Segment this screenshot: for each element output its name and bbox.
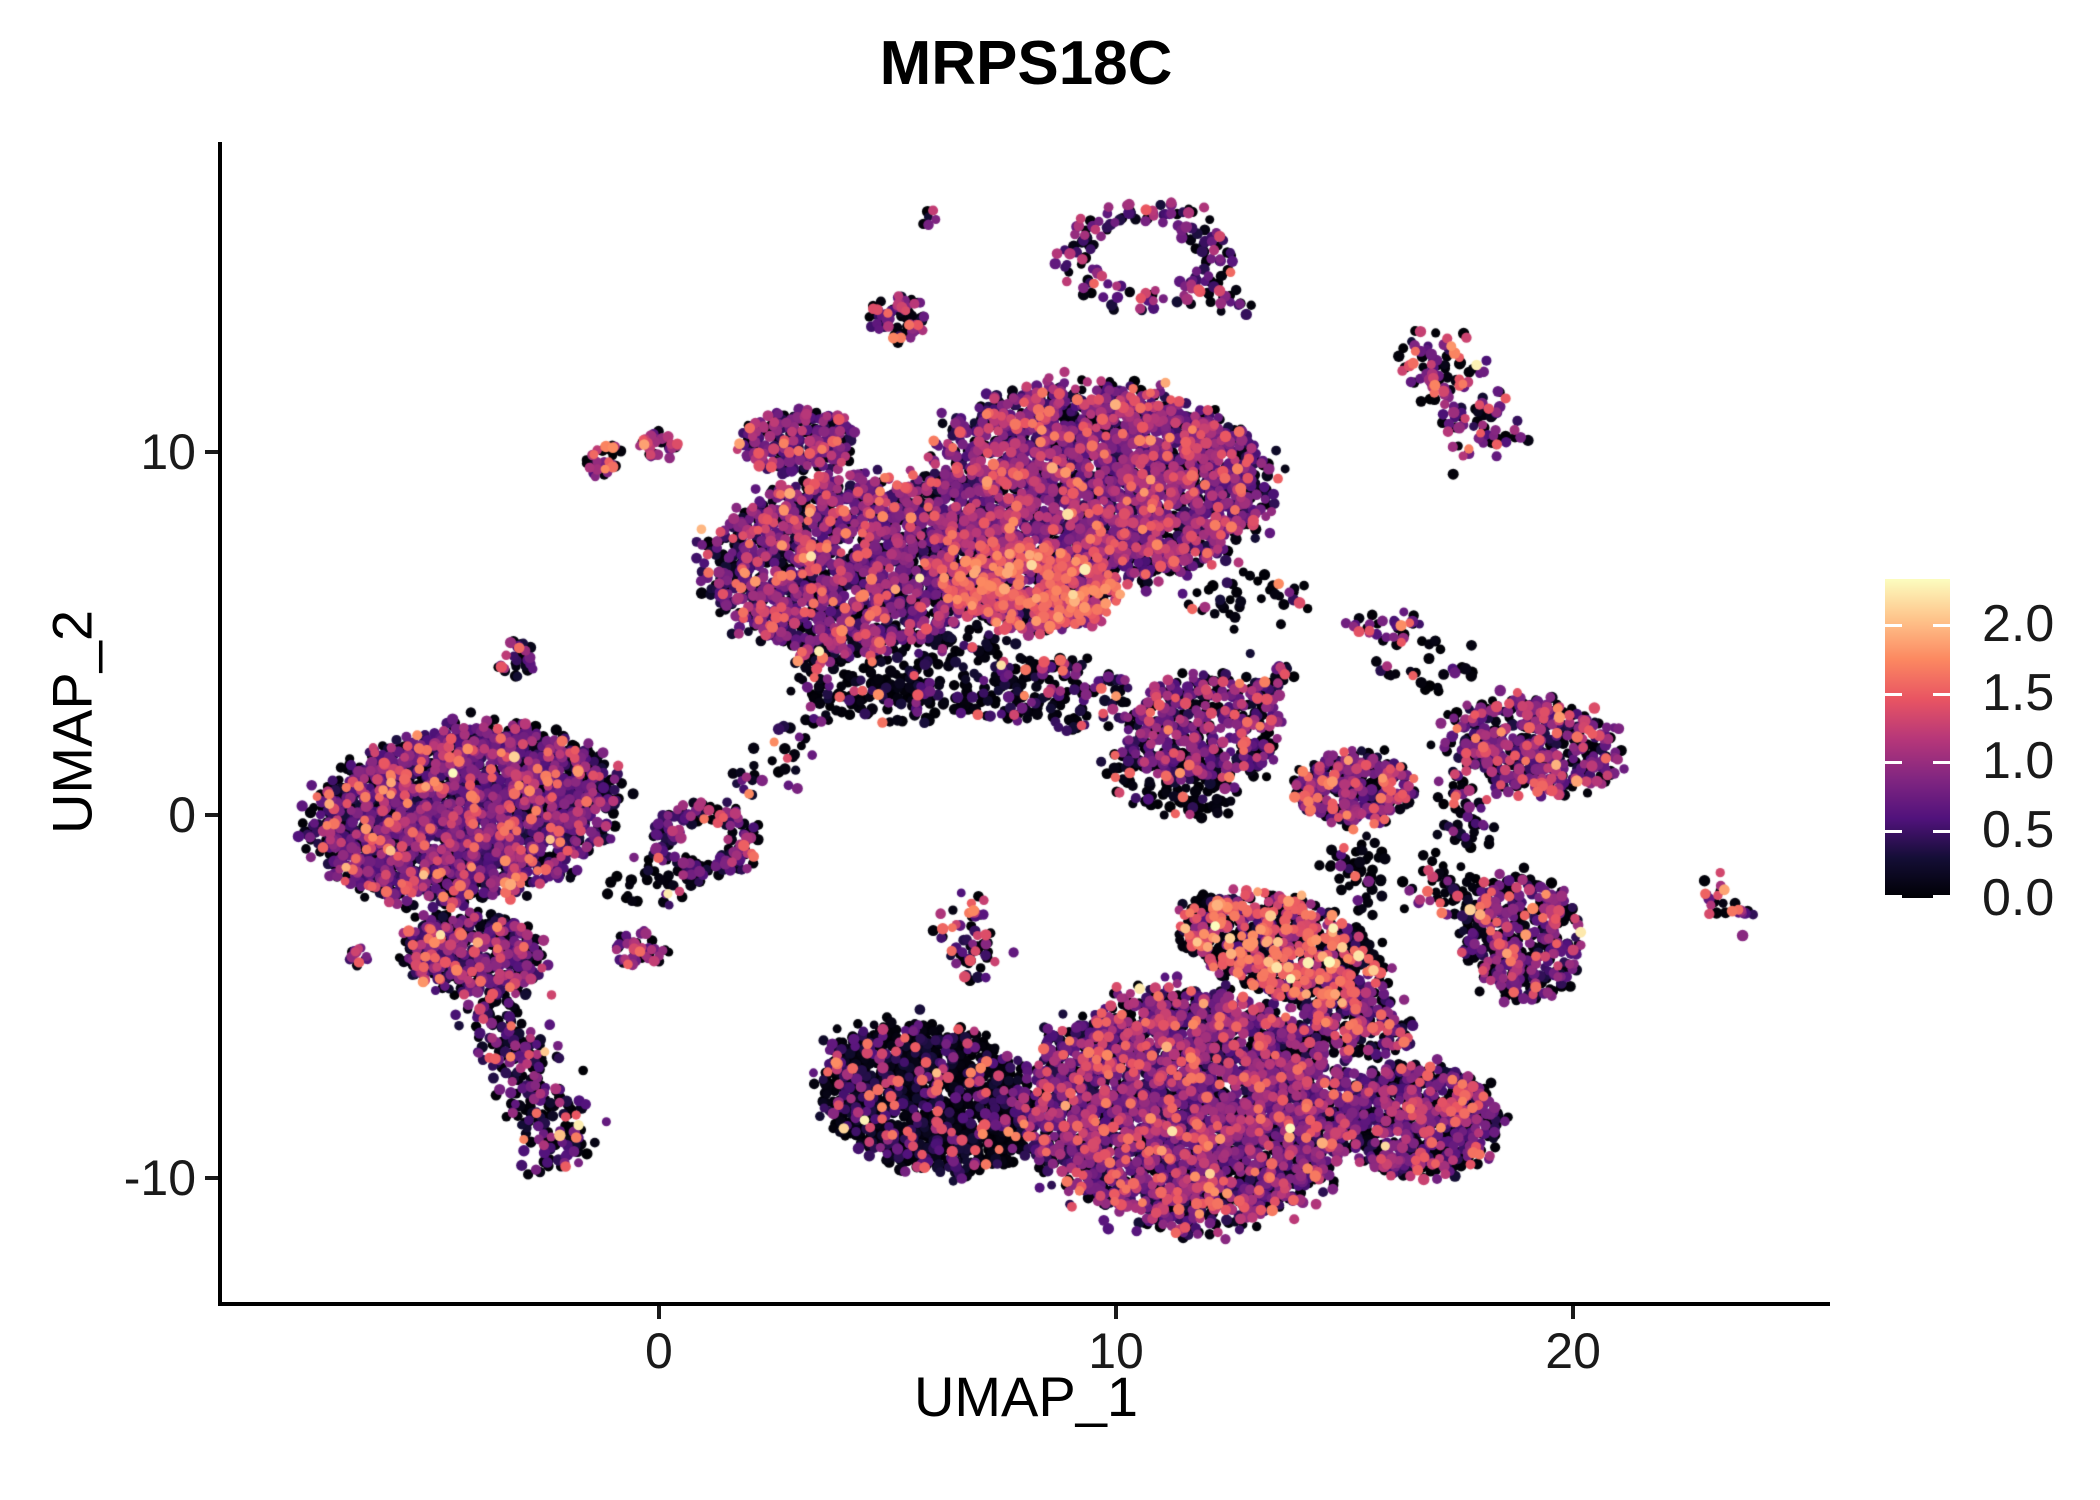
legend-tick-mark xyxy=(1885,895,1902,898)
legend-tick-label: 1.0 xyxy=(1982,732,2055,791)
y-tick-mark xyxy=(205,449,218,454)
x-tick-mark xyxy=(1571,1306,1576,1319)
legend-tick-mark xyxy=(1933,624,1950,628)
y-tick-label: -10 xyxy=(123,1149,196,1206)
y-tick-label: 10 xyxy=(140,423,196,480)
legend-tick-mark xyxy=(1885,692,1902,696)
x-axis-line xyxy=(218,1302,1830,1306)
legend-tick-label: 0.5 xyxy=(1982,800,2055,859)
x-tick-mark xyxy=(1114,1306,1119,1319)
legend-colorbar xyxy=(1885,579,1950,898)
x-axis-title: UMAP_1 xyxy=(913,1365,1139,1428)
legend-tick-mark xyxy=(1885,761,1902,765)
legend-tick-label: 2.0 xyxy=(1982,595,2055,654)
legend-tick-mark xyxy=(1933,895,1950,898)
legend-tick-label: 1.5 xyxy=(1982,663,2055,722)
x-tick-label: 0 xyxy=(645,1323,673,1379)
y-axis-line xyxy=(218,142,222,1306)
legend-tick-mark xyxy=(1885,624,1902,628)
x-tick-label: 20 xyxy=(1545,1323,1601,1379)
y-tick-label: 0 xyxy=(168,786,196,843)
legend-tick-mark xyxy=(1933,692,1950,696)
y-tick-mark xyxy=(205,812,218,817)
legend-tick-mark xyxy=(1885,829,1902,833)
x-tick-label: 10 xyxy=(1088,1323,1144,1379)
legend-tick-mark xyxy=(1933,761,1950,765)
y-tick-mark xyxy=(205,1175,218,1180)
legend-tick-mark xyxy=(1933,829,1950,833)
plot-title: MRPS18C xyxy=(879,29,1173,98)
legend-tick-label: 0.0 xyxy=(1982,869,2055,927)
x-tick-mark xyxy=(656,1306,661,1319)
